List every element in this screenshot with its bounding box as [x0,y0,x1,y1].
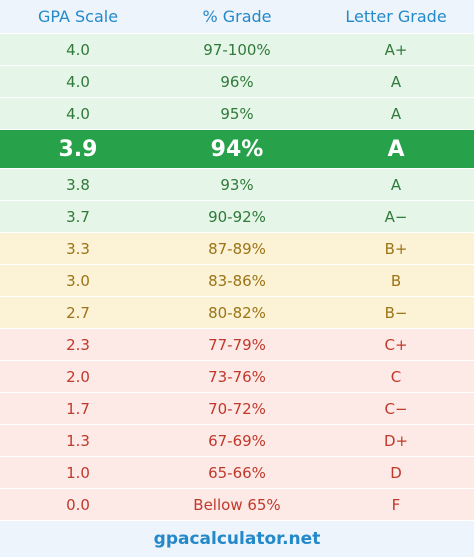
table-cell: 4.0 [66,40,90,59]
table-cell: 90-92% [208,207,266,226]
table-row: 2.0 73-76% C [0,361,474,393]
table-cell: 3.3 [66,239,90,258]
table-cell: D+ [383,431,409,450]
table-cell: 96% [220,72,254,91]
column-header: GPA Scale [37,7,119,26]
column-header: % Grade [202,7,272,26]
table-row: 1.7 70-72% C− [0,393,474,425]
header-row: GPA Scale % Grade Letter Grade [0,0,474,34]
table-cell: 2.7 [66,303,90,322]
table-cell: 4.0 [66,72,90,91]
table-row: 3.3 87-89% B+ [0,233,474,265]
table-row: 3.8 93% A [0,169,474,201]
table-cell: 1.0 [66,463,90,482]
table-cell: 4.0 [66,104,90,123]
table-cell: C+ [384,335,408,354]
table-body: 4.0 97-100% A+ 4.0 96% A 4.0 95% A 3.9 94% A 3.8 93% A… [0,34,474,521]
table-cell: A [387,136,405,162]
table-cell: 2.3 [66,335,90,354]
table-cell: 97-100% [203,40,271,59]
table-cell: 0.0 [66,495,90,514]
table-cell: B− [384,303,408,322]
table-cell: B [390,271,402,290]
table-cell: 77-79% [208,335,266,354]
table-cell: D [390,463,402,482]
column-header: Letter Grade [345,7,447,26]
table-cell: A+ [384,40,408,59]
table-row: 3.0 83-86% B [0,265,474,297]
table-cell: 95% [220,104,254,123]
table-row: 0.0 Bellow 65% F [0,489,474,521]
table-cell: A [390,175,402,194]
table-cell: C [390,367,402,386]
table-cell: B+ [384,239,408,258]
table-cell: 3.8 [66,175,90,194]
table-row: 2.7 80-82% B− [0,297,474,329]
table-cell: 67-69% [208,431,266,450]
table-row: 4.0 96% A [0,66,474,98]
table-row: 4.0 97-100% A+ [0,34,474,66]
table-cell: A− [384,207,408,226]
table-cell: 1.3 [66,431,90,450]
table-row: 4.0 95% A [0,98,474,130]
table-cell: 3.0 [66,271,90,290]
footer-site: gpacalculator.net [0,521,474,557]
table-cell: 2.0 [66,367,90,386]
table-cell: 94% [210,136,264,162]
table-cell: 3.9 [58,136,98,162]
table-cell: 1.7 [66,399,90,418]
table-cell: 3.7 [66,207,90,226]
table-cell: Bellow 65% [193,495,281,514]
table-cell: 73-76% [208,367,266,386]
table-row: 2.3 77-79% C+ [0,329,474,361]
table-cell: C− [384,399,408,418]
table-row: 1.0 65-66% D [0,457,474,489]
table-cell: A [390,104,402,123]
table-cell: 65-66% [208,463,266,482]
table-cell: 70-72% [208,399,266,418]
table-cell: 93% [220,175,254,194]
table-row: 3.9 94% A [0,130,474,169]
table-row: 3.7 90-92% A− [0,201,474,233]
table-cell: 83-86% [208,271,266,290]
table-cell: 80-82% [208,303,266,322]
table-cell: A [390,72,402,91]
table-row: 1.3 67-69% D+ [0,425,474,457]
table-cell: 87-89% [208,239,266,258]
table-cell: F [391,495,401,514]
